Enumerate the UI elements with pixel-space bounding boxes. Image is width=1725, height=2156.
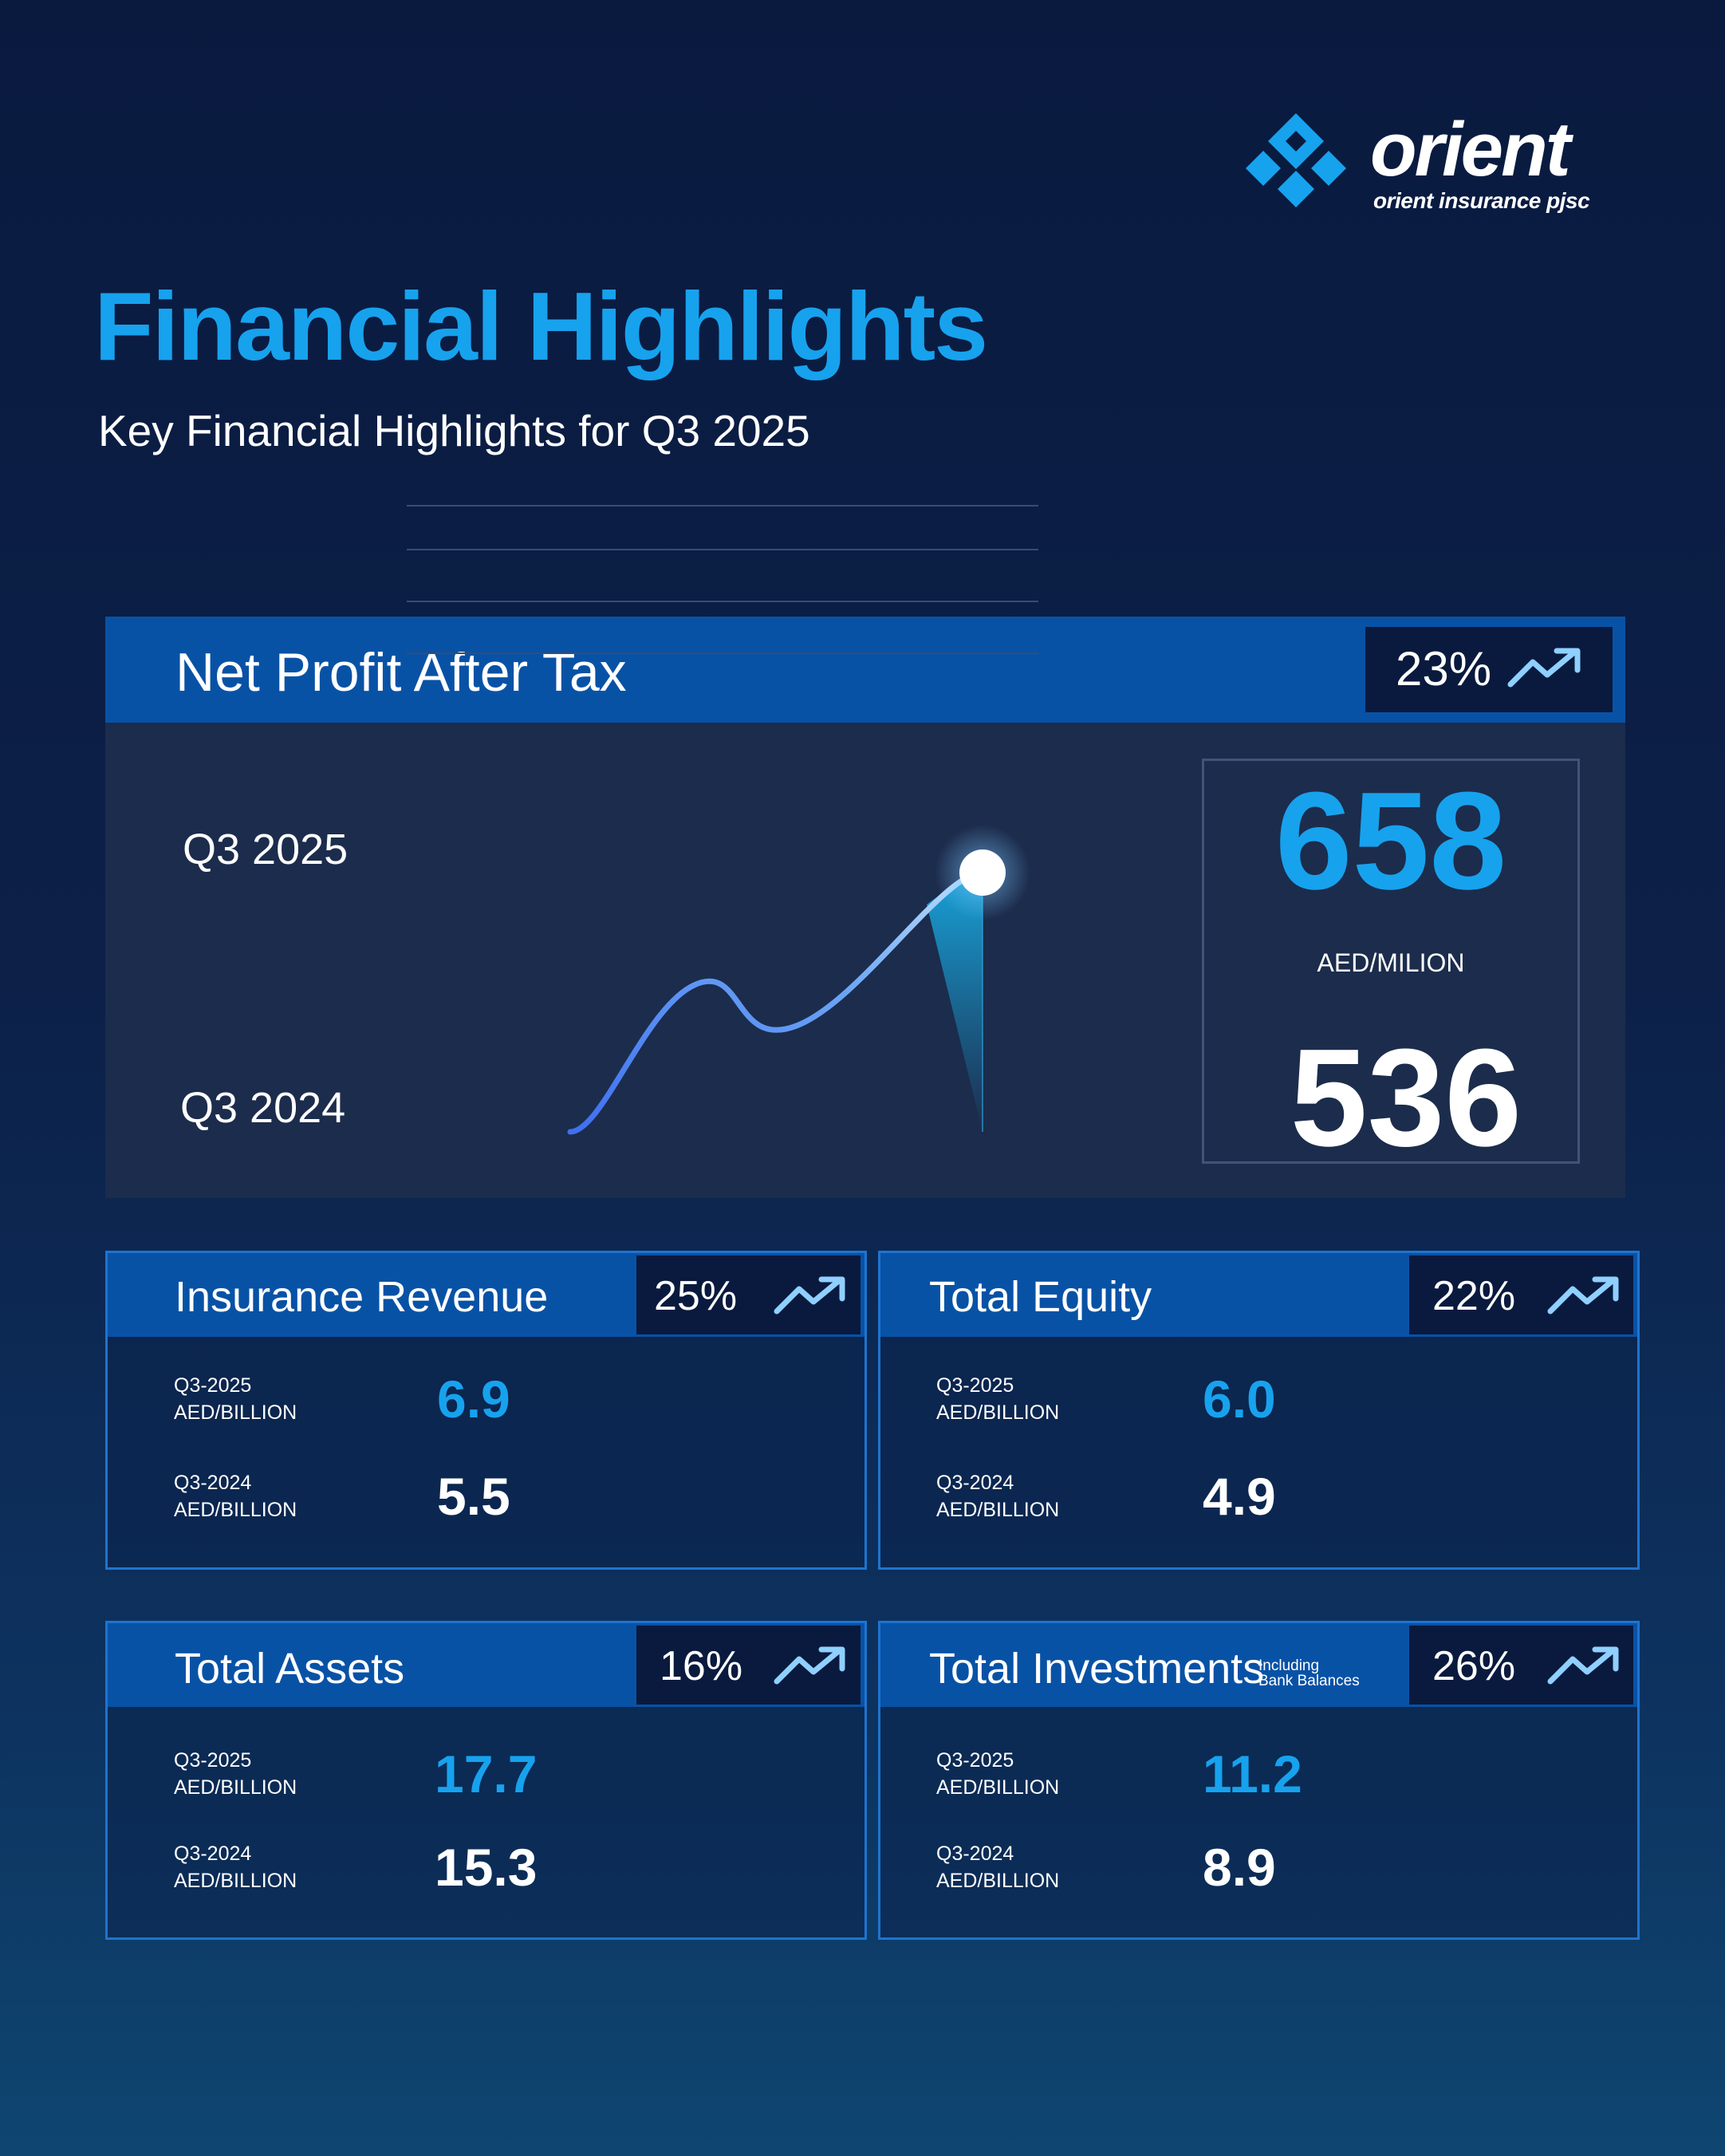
unit-label: AED/BILLION — [936, 1870, 1060, 1892]
total-investments-note: Including Bank Balances — [1258, 1658, 1360, 1689]
period-label: Q3-2025 — [174, 1749, 252, 1772]
period-label: Q3-2024 — [174, 1843, 252, 1865]
insurance-revenue-label-2024: Q3-2024 AED/BILLION — [174, 1469, 297, 1523]
insurance-revenue-value-2024: 5.5 — [437, 1467, 510, 1526]
total-equity-value-2025: 6.0 — [1203, 1370, 1276, 1429]
note-line: Bank Balances — [1258, 1673, 1360, 1689]
net-profit-value-2024: 536 — [1290, 1019, 1522, 1175]
net-profit-change-badge — [1365, 627, 1613, 712]
unit-label: AED/BILLION — [174, 1776, 297, 1799]
total-assets-label-2025: Q3-2025 AED/BILLION — [174, 1747, 297, 1801]
unit-label: AED/BILLION — [936, 1499, 1060, 1521]
net-profit-values-box — [1202, 759, 1580, 1164]
insurance-revenue-label-2025: Q3-2025 AED/BILLION — [174, 1372, 297, 1426]
total-equity-label-2024: Q3-2024 AED/BILLION — [936, 1469, 1059, 1523]
chart-label-q3-2024: Q3 2024 — [180, 1084, 346, 1132]
period-label: Q3-2025 — [936, 1374, 1014, 1397]
highlight-beam — [927, 873, 983, 1132]
total-assets-change-pct: 16% — [660, 1643, 743, 1689]
trending-up-icon — [1547, 1276, 1619, 1314]
period-label: Q3-2025 — [936, 1749, 1014, 1772]
net-profit-value-2025: 658 — [1274, 763, 1507, 918]
page-subtitle: Key Financial Highlights for Q3 2025 — [98, 406, 810, 455]
net-profit-change-pct: 23% — [1396, 642, 1492, 696]
unit-label: AED/BILLION — [936, 1401, 1060, 1424]
total-assets-label-2024: Q3-2024 AED/BILLION — [174, 1840, 297, 1894]
total-assets-value-2024: 15.3 — [435, 1838, 538, 1897]
total-investments-label-2025: Q3-2025 AED/BILLION — [936, 1747, 1059, 1801]
trending-up-icon — [1507, 648, 1581, 688]
net-profit-panel — [105, 723, 1625, 1198]
series-line-net-profit — [567, 869, 986, 1135]
total-investments-value-2024: 8.9 — [1203, 1838, 1276, 1897]
total-investments-label-2024: Q3-2024 AED/BILLION — [936, 1840, 1059, 1894]
net-profit-unit: AED/MILION — [1317, 948, 1465, 977]
data-point-q3-2025 — [959, 849, 1006, 896]
insurance-revenue-value-2025: 6.9 — [437, 1370, 510, 1429]
unit-label: AED/BILLION — [174, 1499, 297, 1521]
total-assets-value-2025: 17.7 — [435, 1744, 538, 1803]
unit-label: AED/BILLION — [174, 1870, 297, 1892]
brand-wordmark: orient — [1370, 107, 1571, 192]
orient-logo-icon — [1246, 113, 1346, 207]
chart-label-q3-2025: Q3 2025 — [183, 826, 349, 873]
period-label: Q3-2024 — [936, 1472, 1014, 1494]
period-label: Q3-2025 — [174, 1374, 252, 1397]
net-profit-chart — [407, 505, 1038, 1135]
insurance-revenue-change-pct: 25% — [654, 1273, 738, 1319]
page-title: Financial Highlights — [94, 272, 988, 380]
unit-label: AED/BILLION — [936, 1776, 1060, 1799]
net-profit-title: Net Profit After Tax — [175, 642, 627, 703]
total-investments-change-pct: 26% — [1432, 1643, 1516, 1689]
total-investments-value-2025: 11.2 — [1203, 1744, 1302, 1803]
note-line: Including — [1258, 1657, 1320, 1674]
trending-up-icon — [774, 1646, 845, 1685]
trending-up-icon — [1547, 1646, 1619, 1685]
total-assets-title: Total Assets — [175, 1645, 405, 1693]
total-equity-title: Total Equity — [929, 1273, 1152, 1321]
brand-subline: orient insurance pjsc — [1373, 188, 1590, 213]
trending-up-icon — [774, 1276, 845, 1314]
unit-label: AED/BILLION — [174, 1401, 297, 1424]
total-investments-title: Total Investments — [929, 1645, 1265, 1693]
total-equity-value-2024: 4.9 — [1203, 1467, 1276, 1526]
insurance-revenue-title: Insurance Revenue — [175, 1273, 549, 1321]
period-label: Q3-2024 — [936, 1843, 1014, 1865]
total-equity-change-pct: 22% — [1432, 1273, 1516, 1319]
period-label: Q3-2024 — [174, 1472, 252, 1494]
total-equity-label-2025: Q3-2025 AED/BILLION — [936, 1372, 1059, 1426]
